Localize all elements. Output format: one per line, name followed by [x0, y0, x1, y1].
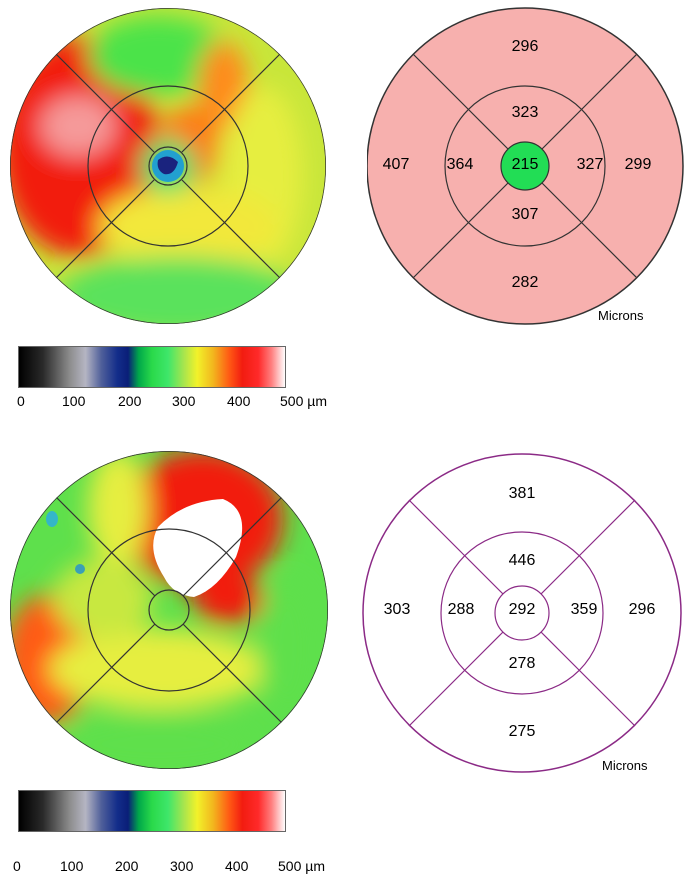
bottom-thickness-map	[10, 451, 328, 769]
top-colorbar-tick-0: 0	[17, 393, 25, 409]
top-colorbar	[18, 346, 286, 388]
bottom-outer-right-value: 296	[628, 601, 656, 618]
bottom-colorbar-tick-300: 300	[170, 858, 194, 874]
top-inner-right-value: 327	[576, 156, 604, 173]
bottom-inner-left-value: 288	[447, 601, 475, 618]
bottom-center-value: 292	[508, 601, 536, 618]
bottom-colorbar-tick-200: 200	[115, 858, 139, 874]
bottom-etdrs-grid	[362, 453, 682, 773]
top-inner-left-value: 364	[446, 156, 474, 173]
top-inner-bottom-value: 307	[511, 206, 539, 223]
bottom-colorbar-tick-400: 400	[225, 858, 249, 874]
top-outer-right-value: 299	[624, 156, 652, 173]
bottom-units-label: Microns	[602, 758, 648, 773]
top-center-value: 215	[511, 156, 539, 173]
top-colorbar-tick-200: 200	[118, 393, 142, 409]
top-units-label: Microns	[598, 308, 644, 323]
top-etdrs-grid	[367, 7, 684, 325]
bottom-outer-left-value: 303	[383, 601, 411, 618]
top-colorbar-tick-400: 400	[227, 393, 251, 409]
bottom-colorbar-tick-0: 0	[13, 858, 21, 874]
top-colorbar-tick-300: 300	[172, 393, 196, 409]
bottom-colorbar-tick-100: 100	[60, 858, 84, 874]
bottom-colorbar	[18, 790, 286, 832]
bottom-inner-bottom-value: 278	[508, 655, 536, 672]
top-outer-bottom-value: 282	[511, 274, 539, 291]
top-outer-left-value: 407	[382, 156, 410, 173]
bottom-outer-bottom-value: 275	[508, 723, 536, 740]
top-colorbar-tick-500: 500 µm	[280, 393, 327, 409]
top-inner-top-value: 323	[511, 104, 539, 121]
top-colorbar-tick-100: 100	[62, 393, 86, 409]
bottom-outer-top-value: 381	[508, 485, 536, 502]
top-outer-top-value: 296	[511, 38, 539, 55]
top-thickness-map	[10, 8, 326, 324]
bottom-inner-right-value: 359	[570, 601, 598, 618]
bottom-colorbar-tick-500: 500 µm	[278, 858, 325, 874]
bottom-inner-top-value: 446	[508, 552, 536, 569]
